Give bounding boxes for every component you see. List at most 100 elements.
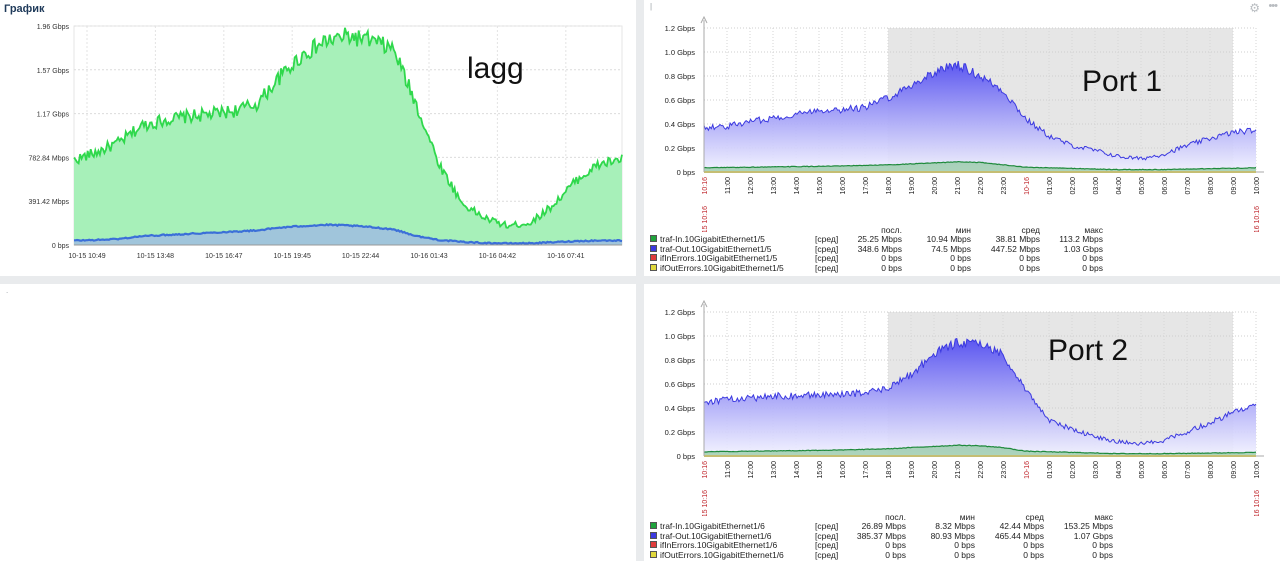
more-menu-icon[interactable]: •••	[1268, 0, 1278, 12]
legend-value: 0 bps	[950, 253, 971, 264]
legend-series-name: ifInErrors.10GigabitEthernet1/6	[660, 540, 778, 551]
x-tick-label: 21:00	[955, 177, 962, 195]
legend-series-name: traf-Out.10GigabitEthernet1/6	[660, 530, 772, 541]
legend-value: 42.44 Mbps	[999, 521, 1044, 531]
legend-aggregation: [сред]	[815, 540, 839, 551]
series-area	[74, 224, 622, 245]
legend-header: посл.	[885, 512, 906, 522]
legend-swatch	[650, 531, 657, 539]
y-tick-label: 391.42 Mbps	[29, 199, 70, 206]
legend-value: 1.03 Gbps	[1063, 243, 1103, 254]
x-tick-label: 21:00	[955, 461, 962, 479]
legend-value: 26.89 Mbps	[861, 521, 906, 531]
x-tick-label: 09:00	[1231, 177, 1238, 195]
legend-value: 80.93 Mbps	[930, 530, 975, 541]
x-end-label: 10-16 10:16	[1254, 206, 1261, 232]
legend-row: traf-Out.10GigabitEthernet1/5 [сред] 348.6…	[650, 244, 1280, 254]
y-tick-label: 1.2 Gbps	[665, 308, 696, 317]
x-tick-label: 03:00	[1093, 177, 1100, 195]
legend-value: 385.37 Mbps	[856, 530, 906, 541]
x-tick-label: 10-15 10:49	[68, 253, 105, 260]
legend-value: 113.2 Mbps	[1059, 234, 1103, 244]
x-tick-label: 22:00	[978, 461, 985, 479]
legend-value: 0 bps	[1082, 253, 1103, 264]
legend-value: 0 bps	[1092, 540, 1113, 551]
legend-row: ifOutErrors.10GigabitEthernet1/6 [сред] 0 …	[650, 550, 1280, 560]
legend-header: мин	[959, 512, 975, 522]
x-tick-label: 18:00	[886, 461, 893, 479]
x-tick-label: 04:00	[1116, 177, 1123, 195]
legend-header: сред	[1021, 225, 1040, 235]
gear-icon[interactable]: ⚙	[1249, 1, 1260, 15]
x-tick-label: 14:00	[794, 461, 801, 479]
port2-chart: 0 bps 0.2 Gbps 0.4 Gbps 0.6 Gbps 0.8 Gbps 1.0…	[665, 299, 1264, 516]
x-tick-label: 04:00	[1116, 461, 1123, 479]
x-tick-label: 10-15 13:48	[137, 253, 174, 260]
x-tick-label: 01:00	[1047, 461, 1054, 479]
x-tick-label: 19:00	[909, 177, 916, 195]
series-area	[704, 161, 1256, 172]
port2-overlay-label: Port 2	[1048, 334, 1129, 367]
x-tick-label: 10-16	[1024, 177, 1031, 195]
legend-series-name: traf-Out.10GigabitEthernet1/5	[660, 243, 772, 254]
x-end-label: 10-16 10:16	[1254, 490, 1261, 516]
legend-row: ifInErrors.10GigabitEthernet1/5 [сред] 0 b…	[650, 253, 1280, 263]
legend-value: 25.25 Mbps	[857, 234, 902, 244]
x-tick-label: 20:00	[932, 461, 939, 479]
legend-value: 0 bps	[1023, 549, 1044, 560]
legend-header: мин	[955, 225, 971, 235]
legend-swatch	[650, 254, 657, 262]
y-tick-label: 0.4 Gbps	[665, 120, 696, 129]
legend-row: traf-Out.10GigabitEthernet1/6 [сред] 385.3…	[650, 531, 1280, 541]
x-tick-label: 10-16	[1024, 461, 1031, 479]
x-tick-label: 11:00	[725, 461, 732, 478]
port1-overlay-label: Port 1	[1082, 65, 1163, 98]
y-tick-label: 1.96 Gbps	[37, 24, 70, 31]
legend-value: 0 bps	[1092, 549, 1113, 560]
x-tick-label: 09:00	[1231, 461, 1238, 479]
legend-value: 465.44 Mbps	[994, 530, 1044, 541]
port1-graph-panel: | ⚙ ••• 0 bps 0.2 Gbps 0.4 Gbps 0.6 Gbps 0.8…	[644, 0, 1280, 276]
legend-aggregation: [сред]	[815, 243, 839, 254]
series-line	[703, 444, 1257, 455]
x-tick-label: 18:00	[886, 177, 893, 195]
legend-aggregation: [сред]	[815, 234, 839, 244]
legend-value: 38.81 Mbps	[995, 234, 1040, 244]
x-tick-label: 03:00	[1093, 461, 1100, 479]
legend-aggregation: [сред]	[815, 521, 839, 531]
port1-legend: посл. мин сред макс traf-In.10GigabitEtherne…	[650, 225, 1280, 276]
x-start-label: 10-15 10:16	[702, 206, 709, 232]
legend-swatch	[650, 522, 657, 529]
series-area	[704, 444, 1256, 456]
legend-swatch	[650, 244, 657, 252]
legend-row: traf-In.10GigabitEthernet1/6 [сред] 26.89 …	[650, 521, 1280, 531]
series-area	[74, 27, 622, 245]
legend-series-name: ifOutErrors.10GigabitEthernet1/6	[660, 549, 784, 560]
y-tick-label: 0.6 Gbps	[665, 96, 696, 105]
lagg-chart: 0 bps 391.42 Mbps 782.84 Mbps 1.17 Gbps 1.57…	[29, 24, 623, 260]
x-tick-label: 05:00	[1139, 177, 1146, 195]
x-tick-label: 10-16 07:41	[547, 253, 584, 260]
y-tick-label: 0.2 Gbps	[665, 428, 696, 437]
port1-chart: 0 bps 0.2 Gbps 0.4 Gbps 0.6 Gbps 0.8 Gbps 1.0…	[665, 15, 1264, 232]
y-tick-label: 1.2 Gbps	[665, 24, 696, 33]
lagg-overlay-label: lagg	[467, 52, 524, 85]
legend-header: посл.	[881, 225, 902, 235]
legend-series-name: traf-In.10GigabitEthernet1/6	[660, 521, 765, 531]
y-tick-label: 1.0 Gbps	[665, 48, 696, 57]
y-tick-label: 1.17 Gbps	[37, 112, 70, 119]
x-tick-label: 23:00	[1001, 461, 1008, 479]
legend-value: 0 bps	[1082, 262, 1103, 273]
legend-series-name: ifOutErrors.10GigabitEthernet1/5	[660, 262, 784, 273]
x-tick-label: 10:00	[1254, 461, 1261, 479]
legend-value: 0 bps	[885, 540, 906, 551]
x-tick-label: 15:00	[817, 461, 824, 479]
x-tick-label: 10-15 19:45	[274, 253, 311, 260]
x-tick-label: 06:00	[1162, 461, 1169, 479]
legend-value: 0 bps	[1019, 262, 1040, 273]
legend-aggregation: [сред]	[815, 530, 839, 541]
legend-swatch	[650, 541, 657, 549]
series-line	[703, 337, 1257, 446]
y-tick-label: 0 bps	[677, 168, 696, 177]
x-tick-label: 20:00	[932, 177, 939, 195]
